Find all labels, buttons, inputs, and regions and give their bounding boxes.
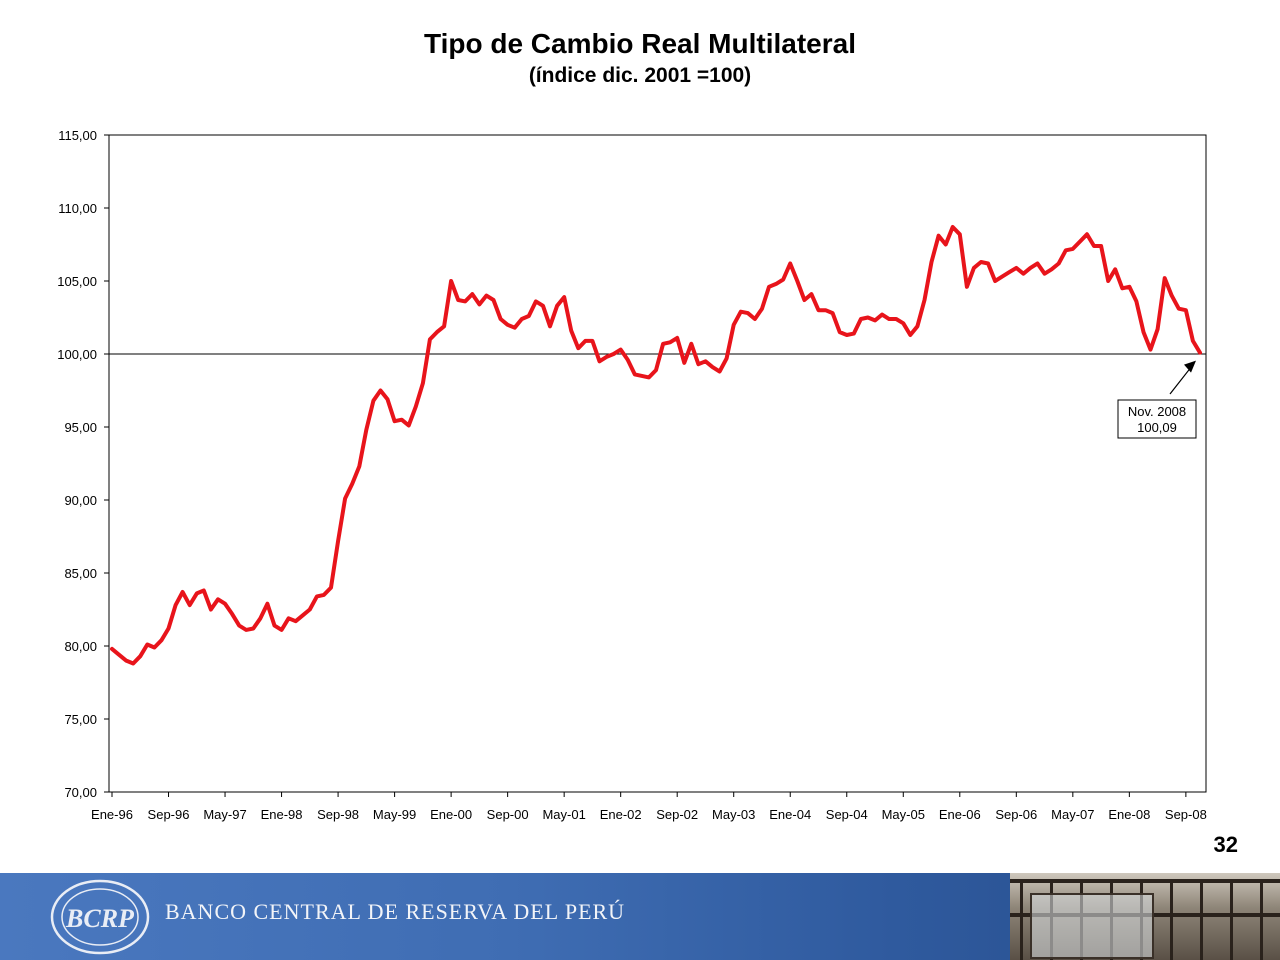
bank-name: BANCO CENTRAL DE RESERVA DEL PERÚ: [165, 899, 626, 924]
chart-subtitle: (índice dic. 2001 =100): [528, 64, 752, 87]
y-tick-label: 100,00: [57, 347, 97, 362]
logo-monogram: BCRP: [65, 904, 135, 933]
y-axis: 70,00 75,00 80,00 85,00 90,00 95,00 100,00 105,…: [57, 128, 109, 800]
building-photo: [1010, 873, 1280, 960]
x-tick-label: Ene-98: [261, 807, 303, 822]
y-tick-label: 95,00: [64, 420, 97, 435]
x-tick-label: May-97: [203, 807, 246, 822]
x-tick-label: May-07: [1051, 807, 1094, 822]
x-tick-label: Ene-06: [939, 807, 981, 822]
y-tick-label: 110,00: [58, 201, 97, 216]
annotation-box: [1117, 399, 1197, 439]
x-tick-label: Ene-02: [600, 807, 642, 822]
x-axis: Ene-96 Sep-96 May-97 Ene-98 Sep-98 May-99 Ene-…: [91, 792, 1207, 822]
x-tick-label: Ene-00: [430, 807, 472, 822]
x-tick-label: May-05: [882, 807, 925, 822]
y-tick-label: 75,00: [64, 712, 97, 727]
line-chart: 70,00 75,00 80,00 85,00 90,00 95,00 100,00 105,…: [57, 128, 1207, 822]
chart-axes: [108, 134, 1207, 793]
x-tick-label: May-01: [542, 807, 585, 822]
x-tick-label: Sep-96: [148, 807, 190, 822]
x-tick-label: Ene-96: [91, 807, 133, 822]
x-tick-label: Sep-04: [826, 807, 868, 822]
annotation-label-date: Nov. 2008: [1128, 404, 1186, 419]
x-tick-label: Sep-02: [656, 807, 698, 822]
x-tick-label: Sep-08: [1165, 807, 1207, 822]
series-layer: [110, 225, 1202, 666]
plot-frame: [108, 134, 1207, 793]
y-tick-label: 105,00: [57, 274, 97, 289]
y-tick-label: 90,00: [64, 493, 97, 508]
bank-logo-icon: BCRP: [50, 879, 150, 955]
x-tick-label: Ene-08: [1108, 807, 1150, 822]
x-tick-label: Sep-00: [487, 807, 529, 822]
y-tick-label: 85,00: [64, 566, 97, 581]
x-tick-label: May-99: [373, 807, 416, 822]
x-tick-label: Sep-98: [317, 807, 359, 822]
annotation-label-value: 100,09: [1137, 420, 1177, 435]
page-number: 32: [1213, 832, 1238, 857]
series-line: [110, 225, 1202, 666]
annotation-arrowhead: [1184, 360, 1196, 373]
y-tick-label: 80,00: [64, 639, 97, 654]
x-tick-label: May-03: [712, 807, 755, 822]
chart-title: Tipo de Cambio Real Multilateral: [423, 28, 856, 59]
x-tick-label: Sep-06: [995, 807, 1037, 822]
y-tick-label: 115,00: [58, 128, 97, 143]
footer-banner: BCRP BANCO CENTRAL DE RESERVA DEL PERÚ: [0, 873, 1280, 960]
x-tick-label: Ene-04: [769, 807, 811, 822]
y-tick-label: 70,00: [64, 785, 97, 800]
